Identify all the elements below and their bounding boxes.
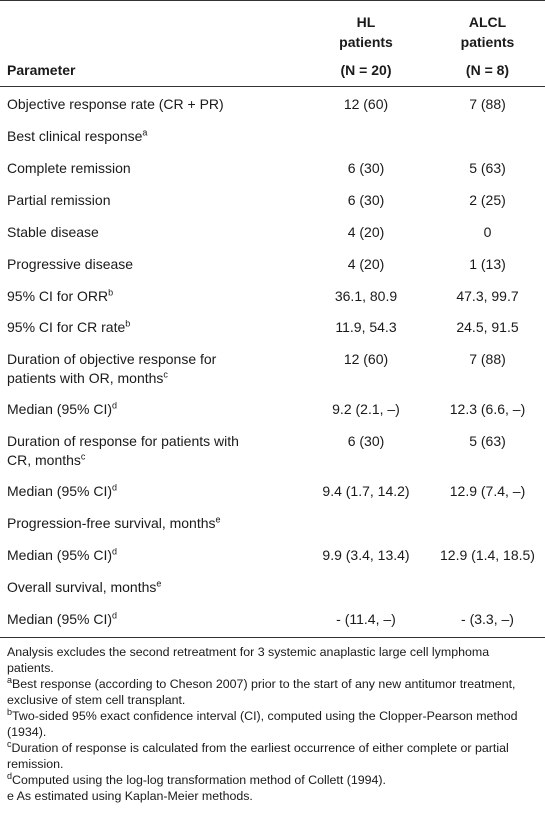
row-alcl-value: 47.3, 99.7 — [456, 288, 519, 304]
footnote-e: e As estimated using Kaplan-Meier method… — [7, 789, 253, 803]
row-alcl-value: 0 — [483, 224, 492, 240]
header-alcl: ALCL patients (N = 8) — [430, 12, 545, 80]
row-hl-value: 36.1, 80.9 — [334, 288, 398, 304]
row-parameter: Overall survival, months — [7, 579, 157, 595]
header-alcl-line1: ALCL — [468, 14, 507, 30]
row-parameter: Median (95% CI) — [7, 611, 113, 627]
footnote-analysis: Analysis excludes the second retreatment… — [7, 645, 490, 675]
header-alcl-line2: patients — [460, 34, 515, 50]
row-hl-value: 6 (30) — [347, 160, 385, 176]
footnote-d: dComputed using the log-log transformati… — [7, 770, 539, 788]
row-parameter: Stable disease — [7, 224, 99, 240]
header-hl: HL patients (N = 20) — [302, 12, 430, 80]
footnote-c: cDuration of response is calculated from… — [7, 738, 539, 772]
footnote-a: aBest response (according to Cheson 2007… — [7, 674, 539, 708]
row-alcl-value: 12.3 (6.6, –) — [449, 401, 526, 417]
row-parameter: Best clinical response — [7, 128, 143, 144]
header-hl-line2: patients — [339, 34, 393, 50]
row-parameter: Median (95% CI) — [7, 401, 113, 417]
row-alcl-value: 5 (63) — [469, 160, 506, 176]
footnotes: Analysis excludes the second retreatment… — [7, 644, 539, 804]
footnote-c-mark: c — [7, 738, 12, 749]
row-parameter-line2: patients with OR, months — [7, 370, 164, 386]
header-parameter: Parameter — [7, 62, 76, 78]
row-alcl-value: 7 (88) — [469, 351, 506, 367]
row-alcl-value: 12.9 (7.4, –) — [449, 483, 526, 499]
row-alcl-value: 5 (63) — [469, 433, 506, 449]
row-alcl-value: 7 (88) — [469, 96, 506, 112]
top-rule — [0, 0, 545, 1]
row-alcl-value: 24.5, 91.5 — [456, 319, 519, 335]
footnote-a-text: Best response (according to Cheson 2007)… — [7, 677, 516, 707]
row-parameter-line2: CR, months — [7, 452, 81, 468]
row-alcl-value: 1 (13) — [469, 256, 506, 272]
header-hl-n: (N = 20) — [340, 62, 392, 78]
footnote-mark: c — [80, 451, 86, 462]
row-hl-value: 9.9 (3.4, 13.4) — [322, 547, 410, 563]
bottom-rule — [0, 637, 545, 638]
header-hl-line1: HL — [356, 14, 376, 30]
footnote-b: bTwo-sided 95% exact confidence interval… — [7, 706, 539, 740]
row-hl-value: 9.2 (2.1, –) — [332, 401, 400, 417]
row-parameter: 95% CI for CR rate — [7, 319, 126, 335]
header-alcl-n: (N = 8) — [465, 62, 510, 78]
footnote-c-text: Duration of response is calculated from … — [7, 741, 509, 771]
footnote-d-mark: d — [7, 770, 13, 781]
row-alcl-value: 12.9 (1.4, 18.5) — [440, 547, 535, 563]
row-hl-value: 6 (30) — [347, 433, 385, 449]
row-alcl-value: - (3.3, –) — [461, 611, 514, 627]
footnote-d-text: Computed using the log-log transformatio… — [12, 773, 387, 787]
footnote-mark: e — [156, 578, 162, 589]
footnote-mark: c — [163, 369, 168, 380]
row-parameter: 95% CI for ORR — [7, 288, 109, 304]
footnote-mark: d — [112, 546, 118, 557]
row-hl-value: - (11.4, –) — [336, 611, 396, 627]
row-parameter: Duration of objective response for — [7, 351, 217, 367]
row-hl-value: 4 (20) — [347, 256, 385, 272]
row-parameter: Objective response rate (CR + PR) — [7, 96, 224, 112]
row-parameter: Median (95% CI) — [7, 547, 113, 563]
header-rule — [0, 86, 545, 87]
row-parameter: Median (95% CI) — [7, 483, 113, 499]
row-hl-value: 6 (30) — [347, 192, 385, 208]
footnote-mark: e — [215, 514, 221, 525]
row-parameter: Progression-free survival, months — [7, 515, 216, 531]
row-parameter: Complete remission — [7, 160, 131, 176]
row-parameter: Partial remission — [7, 192, 111, 208]
footnote-mark: d — [112, 482, 118, 493]
row-alcl-value: 2 (25) — [469, 192, 506, 208]
footnote-mark: d — [112, 610, 118, 621]
row-hl-value: 12 (60) — [343, 351, 389, 367]
footnote-a-mark: a — [7, 674, 13, 685]
footnote-mark: b — [125, 318, 131, 329]
row-hl-value: 12 (60) — [343, 96, 389, 112]
footnote-b-mark: b — [7, 706, 13, 717]
footnote-mark: b — [108, 287, 114, 298]
row-hl-value: 11.9, 54.3 — [335, 319, 397, 335]
row-parameter: Progressive disease — [7, 256, 134, 272]
footnote-mark: a — [142, 127, 148, 138]
footnote-b-text: Two-sided 95% exact confidence interval … — [7, 709, 518, 739]
row-hl-value: 9.4 (1.7, 14.2) — [322, 483, 410, 499]
footnote-mark: d — [112, 400, 118, 411]
row-parameter: Duration of response for patients with — [7, 433, 239, 449]
row-hl-value: 4 (20) — [347, 224, 385, 240]
